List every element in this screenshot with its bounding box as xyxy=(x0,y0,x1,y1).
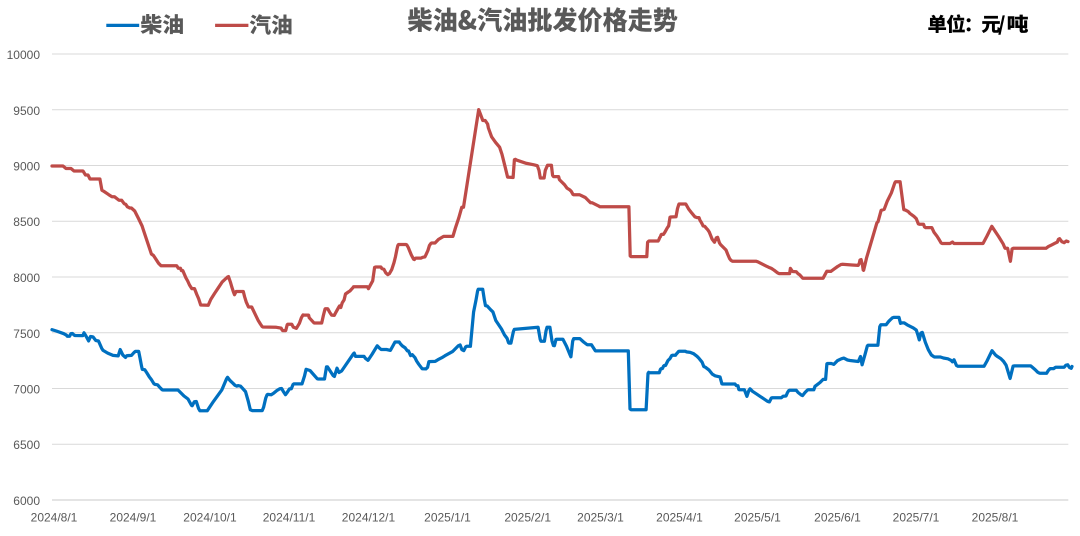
svg-text:10000: 10000 xyxy=(7,48,41,62)
svg-text:2025/2/1: 2025/2/1 xyxy=(504,511,551,525)
svg-text:2025/8/1: 2025/8/1 xyxy=(972,511,1019,525)
svg-text:9500: 9500 xyxy=(13,104,40,118)
svg-text:2025/7/1: 2025/7/1 xyxy=(893,511,940,525)
svg-text:6500: 6500 xyxy=(13,438,40,452)
svg-text:2025/5/1: 2025/5/1 xyxy=(734,511,781,525)
svg-text:7000: 7000 xyxy=(13,383,40,397)
svg-text:2025/3/1: 2025/3/1 xyxy=(577,511,624,525)
svg-text:2024/11/1: 2024/11/1 xyxy=(263,511,316,525)
svg-text:8500: 8500 xyxy=(13,215,40,229)
svg-text:2024/12/1: 2024/12/1 xyxy=(342,511,396,525)
svg-text:8000: 8000 xyxy=(13,271,40,285)
svg-text:2024/8/1: 2024/8/1 xyxy=(31,511,78,525)
svg-text:6000: 6000 xyxy=(13,494,40,508)
svg-text:9000: 9000 xyxy=(13,160,40,174)
svg-text:2025/4/1: 2025/4/1 xyxy=(656,511,703,525)
svg-text:7500: 7500 xyxy=(13,327,40,341)
svg-text:2025/6/1: 2025/6/1 xyxy=(814,511,861,525)
svg-text:2024/9/1: 2024/9/1 xyxy=(110,511,157,525)
svg-text:2025/1/1: 2025/1/1 xyxy=(424,511,471,525)
svg-text:2024/10/1: 2024/10/1 xyxy=(183,511,237,525)
